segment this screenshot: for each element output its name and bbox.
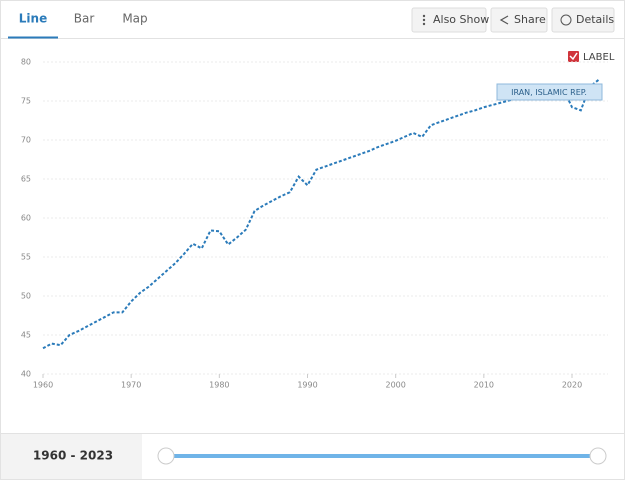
series-label: IRAN, ISLAMIC REP. — [511, 88, 587, 97]
range-label: 1960 - 2023 — [33, 449, 113, 463]
x-tick-label: 2020 — [562, 381, 582, 390]
y-tick-label: 45 — [21, 331, 31, 340]
x-tick-label: 2000 — [385, 381, 405, 390]
check — [569, 52, 578, 61]
share-button[interactable]: Share — [490, 7, 548, 33]
button-bg — [411, 7, 487, 33]
y-tick-label: 50 — [21, 292, 31, 301]
tab[interactable]: Map — [122, 12, 147, 26]
details-button[interactable]: Details — [551, 7, 615, 33]
y-tick-label: 80 — [21, 58, 31, 67]
x-tick-label: 1990 — [297, 381, 317, 390]
x-tick-label: 1970 — [121, 381, 141, 390]
label-toggle[interactable]: LABEL — [568, 51, 615, 63]
tab[interactable]: Bar — [74, 12, 95, 26]
tab[interactable]: Line — [19, 12, 47, 26]
icon — [560, 14, 572, 26]
button-bg — [551, 7, 615, 33]
y-tick-label: 70 — [21, 136, 31, 145]
checkbox-label: LABEL — [583, 52, 615, 63]
icon — [422, 14, 426, 18]
y-tick-label: 65 — [21, 175, 31, 184]
x-tick-label: 1980 — [209, 381, 229, 390]
x-tick-label: 2010 — [474, 381, 494, 390]
slider-handle[interactable] — [589, 447, 607, 465]
x-tick-label: 1960 — [33, 381, 53, 390]
range-box — [1, 434, 142, 479]
also-show-button[interactable]: Also Show — [411, 7, 489, 33]
button-label: Share — [514, 13, 546, 26]
icon — [499, 15, 509, 25]
series-label-box — [496, 83, 603, 101]
button-bg — [490, 7, 548, 33]
series-line — [42, 79, 600, 350]
y-tick-label: 60 — [21, 214, 31, 223]
slider-handle[interactable] — [157, 447, 175, 465]
y-tick-label: 40 — [21, 370, 31, 379]
y-tick-label: 55 — [21, 253, 31, 262]
button-label: Details — [576, 13, 614, 26]
button-label: Also Show — [433, 13, 489, 26]
icon — [422, 22, 426, 26]
y-tick-label: 75 — [21, 97, 31, 106]
icon — [422, 18, 426, 22]
